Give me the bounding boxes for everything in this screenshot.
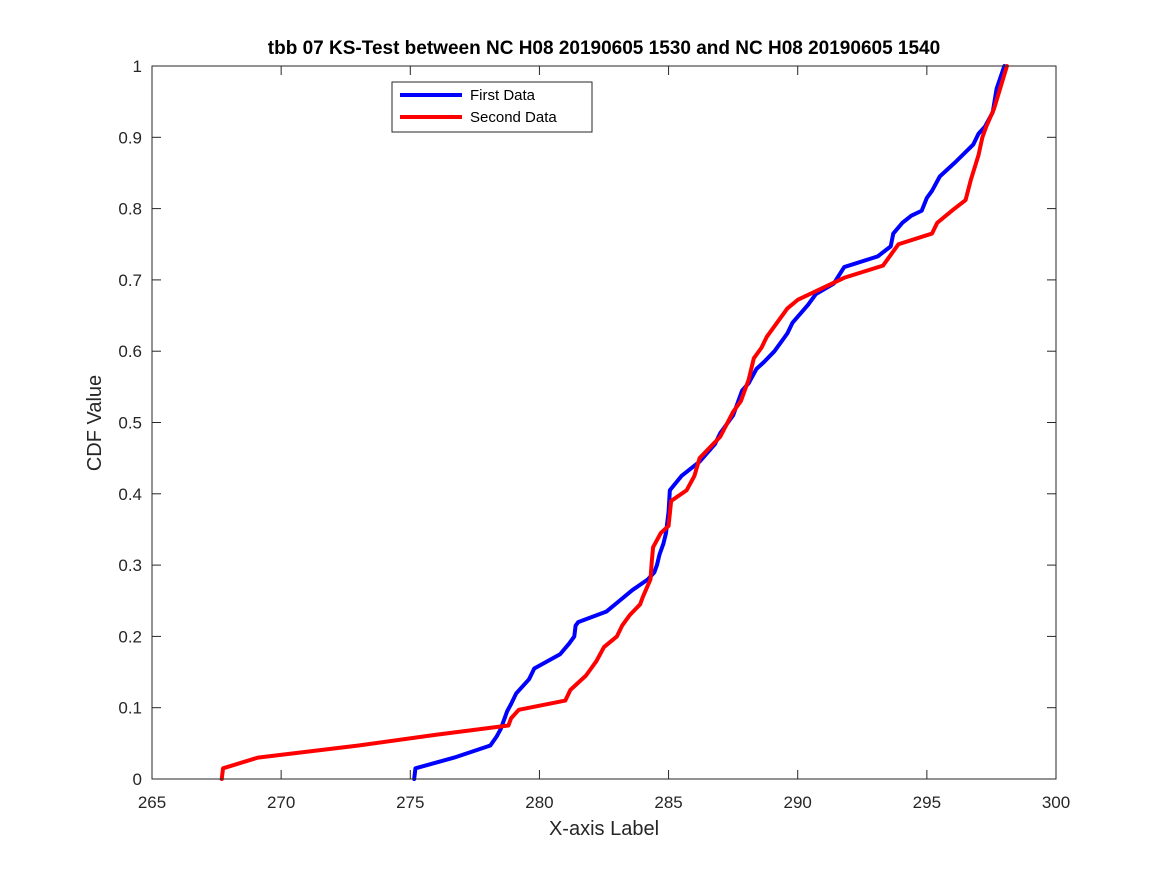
legend-label-first-data: First Data xyxy=(470,87,536,104)
y-tick-label: 0.5 xyxy=(118,414,142,433)
x-tick-label: 300 xyxy=(1042,793,1070,812)
y-tick-label: 0 xyxy=(133,770,142,789)
y-axis-ticks: 0 0.1 0.2 0.3 0.4 0.5 0.6 0.7 0.8 0.9 1 xyxy=(118,57,1056,789)
y-axis-label: CDF Value xyxy=(84,375,106,471)
x-tick-label: 270 xyxy=(267,793,295,812)
y-tick-label: 0.4 xyxy=(118,485,142,504)
y-tick-label: 0.9 xyxy=(118,128,142,147)
x-tick-label: 285 xyxy=(654,793,682,812)
chart-title: tbb 07 KS-Test between NC H08 20190605 1… xyxy=(268,38,940,59)
y-tick-label: 0.8 xyxy=(118,200,142,219)
x-tick-label: 275 xyxy=(396,793,424,812)
y-tick-label: 0.2 xyxy=(118,627,142,646)
x-axis-ticks: 265 270 275 280 285 290 295 300 xyxy=(138,66,1070,812)
y-tick-label: 0.6 xyxy=(118,342,142,361)
y-tick-label: 1 xyxy=(133,57,142,76)
plot-area xyxy=(152,66,1056,779)
series-line-second-data xyxy=(219,64,1009,781)
y-tick-label: 0.3 xyxy=(118,556,142,575)
x-tick-label: 290 xyxy=(784,793,812,812)
legend-box xyxy=(391,81,593,133)
x-tick-label: 295 xyxy=(913,793,941,812)
x-tick-label: 280 xyxy=(525,793,553,812)
y-tick-label: 0.1 xyxy=(118,699,142,718)
series-layer xyxy=(219,64,1009,781)
y-tick-label: 0.7 xyxy=(118,271,142,290)
legend: First Data Second Data xyxy=(391,81,593,133)
x-tick-label: 265 xyxy=(138,793,166,812)
legend-label-second-data: Second Data xyxy=(470,109,557,126)
x-axis-label: X-axis Label xyxy=(549,818,659,840)
